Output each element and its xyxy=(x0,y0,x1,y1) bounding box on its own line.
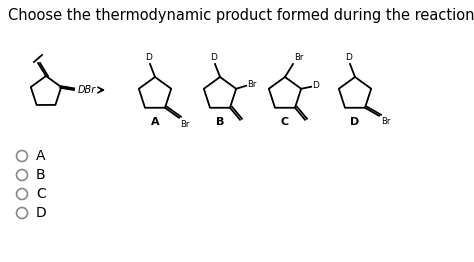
Text: Br: Br xyxy=(294,53,303,62)
Text: C: C xyxy=(36,187,46,201)
Text: Br: Br xyxy=(180,120,190,129)
Text: Choose the thermodynamic product formed during the reaction depicted below.: Choose the thermodynamic product formed … xyxy=(8,8,474,23)
Text: D: D xyxy=(146,53,153,62)
Text: D: D xyxy=(36,206,47,220)
Text: B: B xyxy=(216,117,224,127)
Text: D: D xyxy=(312,81,319,90)
Text: B: B xyxy=(36,168,46,182)
Text: D: D xyxy=(346,53,353,62)
Text: DBr: DBr xyxy=(78,85,96,95)
Text: D: D xyxy=(210,53,218,62)
Text: D: D xyxy=(350,117,360,127)
Text: A: A xyxy=(151,117,159,127)
Text: Br: Br xyxy=(247,80,256,89)
Text: A: A xyxy=(36,149,46,163)
Text: Br: Br xyxy=(381,117,391,126)
Text: C: C xyxy=(281,117,289,127)
